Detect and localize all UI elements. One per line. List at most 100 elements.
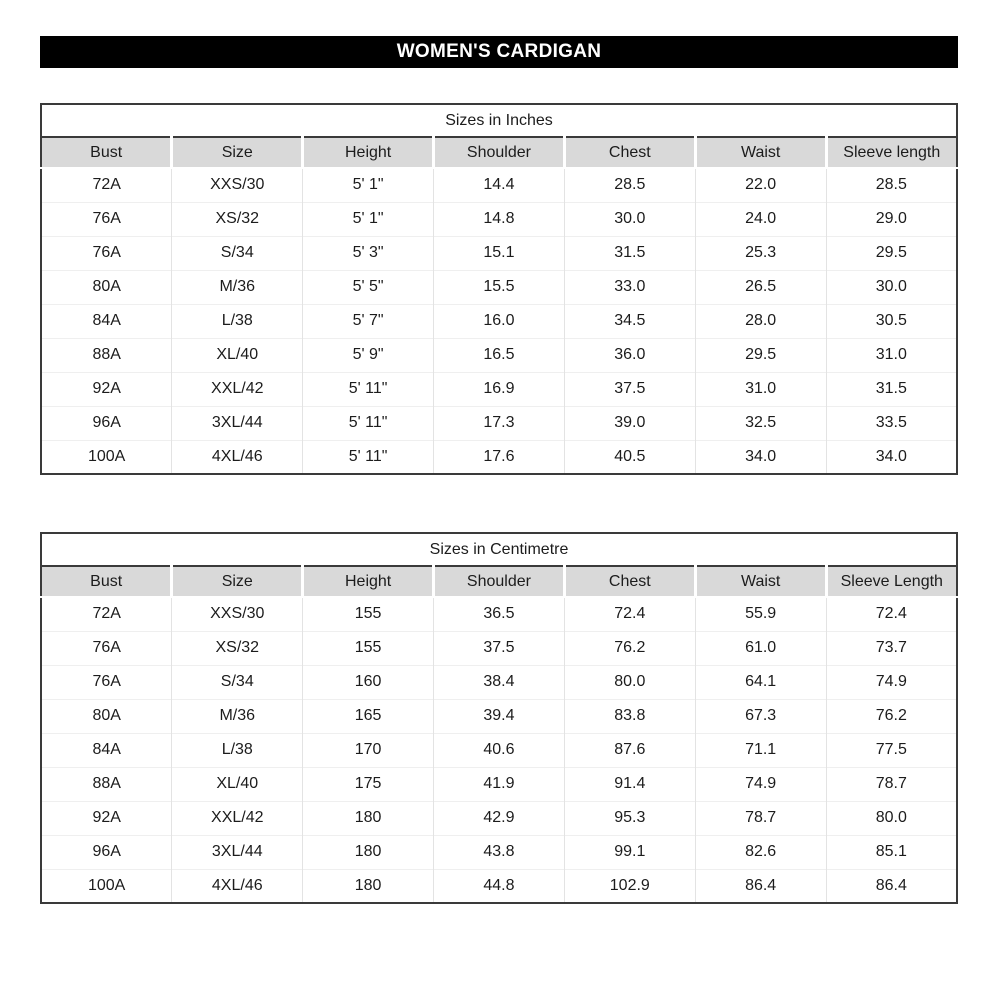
table-cell: 180 bbox=[302, 834, 434, 869]
table-cell: 16.9 bbox=[433, 371, 565, 406]
table-cell: 96A bbox=[41, 405, 172, 440]
table-cell: 99.1 bbox=[563, 834, 696, 869]
table-cell: 87.6 bbox=[563, 732, 696, 767]
table-cell: 71.1 bbox=[694, 732, 827, 767]
table-cell: 74.9 bbox=[825, 664, 957, 699]
sizes-in-centimetre-grid: Sizes in Centimetre Bust Size Height Shoulde… bbox=[40, 532, 958, 904]
table-cell: 44.8 bbox=[433, 868, 565, 903]
table-cell: 36.5 bbox=[433, 596, 565, 631]
table-cell: 40.5 bbox=[563, 439, 696, 474]
table-cell: 28.5 bbox=[825, 167, 957, 202]
page-title-banner: WOMEN'S CARDIGAN bbox=[40, 36, 958, 68]
table-cell: 28.0 bbox=[694, 303, 827, 338]
table-cell: 76A bbox=[41, 201, 172, 236]
table-cell: 5' 11" bbox=[302, 371, 434, 406]
table-cell: 34.0 bbox=[694, 439, 827, 474]
table-cell: 40.6 bbox=[433, 732, 565, 767]
table-cell: 5' 9" bbox=[302, 337, 434, 372]
column-header: Size bbox=[170, 137, 303, 169]
table-row: 84A L/38 170 40.6 87.6 71.1 77.5 bbox=[41, 732, 957, 767]
column-header: Bust bbox=[41, 137, 172, 169]
table-cell: 76.2 bbox=[563, 630, 696, 665]
page-title: WOMEN'S CARDIGAN bbox=[396, 41, 602, 62]
column-header: Waist bbox=[693, 566, 827, 598]
table-cell: 92A bbox=[41, 371, 172, 406]
table-cell: XL/40 bbox=[171, 766, 303, 801]
table-title-row: Sizes in Centimetre bbox=[41, 533, 957, 567]
table-cell: 80.0 bbox=[825, 800, 957, 835]
column-header: Sleeve Length bbox=[824, 566, 957, 598]
table-cell: XL/40 bbox=[171, 337, 303, 372]
table-cell: 31.5 bbox=[563, 235, 696, 270]
table-row: 72A XXS/30 155 36.5 72.4 55.9 72.4 bbox=[41, 596, 957, 631]
table-cell: 34.5 bbox=[563, 303, 696, 338]
table-cell: 17.6 bbox=[433, 439, 565, 474]
table-cell: XXS/30 bbox=[171, 167, 303, 202]
table-row: 76A XS/32 155 37.5 76.2 61.0 73.7 bbox=[41, 630, 957, 665]
table-cell: 80A bbox=[41, 698, 172, 733]
table-cell: 73.7 bbox=[825, 630, 957, 665]
column-header: Height bbox=[301, 137, 434, 169]
table-cell: 76A bbox=[41, 235, 172, 270]
table-cell: 76A bbox=[41, 630, 172, 665]
table-cell: M/36 bbox=[171, 269, 303, 304]
table-cell: L/38 bbox=[171, 303, 303, 338]
table-cell: 155 bbox=[302, 596, 434, 631]
table-cell: 72A bbox=[41, 596, 172, 631]
table-cell: S/34 bbox=[171, 235, 303, 270]
sizes-in-centimetre-table: Sizes in Centimetre Bust Size Height Shoulde… bbox=[40, 532, 958, 904]
table-cell: 5' 11" bbox=[302, 439, 434, 474]
column-header: Chest bbox=[562, 137, 696, 169]
table-cell: 82.6 bbox=[694, 834, 827, 869]
table-cell: 86.4 bbox=[825, 868, 957, 903]
table-title-row: Sizes in Inches bbox=[41, 104, 957, 138]
table-cell: 78.7 bbox=[694, 800, 827, 835]
table-cell: M/36 bbox=[171, 698, 303, 733]
table-cell: 72.4 bbox=[563, 596, 696, 631]
table-row: 76A XS/32 5' 1" 14.8 30.0 24.0 29.0 bbox=[41, 201, 957, 236]
sizes-in-inches-table: Sizes in Inches Bust Size Height Shoulder Che… bbox=[40, 103, 958, 475]
table-cell: 42.9 bbox=[433, 800, 565, 835]
table-cell: 92A bbox=[41, 800, 172, 835]
table-cell: XS/32 bbox=[171, 201, 303, 236]
table-cell: 36.0 bbox=[563, 337, 696, 372]
table-row: 88A XL/40 175 41.9 91.4 74.9 78.7 bbox=[41, 766, 957, 801]
table-cell: 3XL/44 bbox=[171, 834, 303, 869]
table-cell: 30.0 bbox=[825, 269, 957, 304]
table-cell: 28.5 bbox=[563, 167, 696, 202]
table-title: Sizes in Centimetre bbox=[41, 533, 957, 567]
table-cell: 170 bbox=[302, 732, 434, 767]
table-cell: 74.9 bbox=[694, 766, 827, 801]
table-cell: 15.5 bbox=[433, 269, 565, 304]
table-cell: 31.0 bbox=[825, 337, 957, 372]
table-cell: 33.0 bbox=[563, 269, 696, 304]
table-row: 84A L/38 5' 7" 16.0 34.5 28.0 30.5 bbox=[41, 303, 957, 338]
sizes-in-inches-grid: Sizes in Inches Bust Size Height Shoulder Che… bbox=[40, 103, 958, 475]
table-cell: 175 bbox=[302, 766, 434, 801]
table-cell: XXL/42 bbox=[171, 800, 303, 835]
table-cell: 83.8 bbox=[563, 698, 696, 733]
table-cell: 34.0 bbox=[825, 439, 957, 474]
table-row: 80A M/36 5' 5" 15.5 33.0 26.5 30.0 bbox=[41, 269, 957, 304]
table-cell: 5' 5" bbox=[302, 269, 434, 304]
table-cell: 5' 3" bbox=[302, 235, 434, 270]
table-cell: 17.3 bbox=[433, 405, 565, 440]
table-cell: 91.4 bbox=[563, 766, 696, 801]
table-cell: 30.5 bbox=[825, 303, 957, 338]
table-cell: 80.0 bbox=[563, 664, 696, 699]
table-cell: 76.2 bbox=[825, 698, 957, 733]
table-cell: 37.5 bbox=[433, 630, 565, 665]
table-row: 80A M/36 165 39.4 83.8 67.3 76.2 bbox=[41, 698, 957, 733]
table-cell: 78.7 bbox=[825, 766, 957, 801]
column-header: Waist bbox=[693, 137, 827, 169]
table-cell: 16.0 bbox=[433, 303, 565, 338]
table-row: 96A 3XL/44 180 43.8 99.1 82.6 85.1 bbox=[41, 834, 957, 869]
table-cell: 100A bbox=[41, 439, 172, 474]
table-row: 96A 3XL/44 5' 11" 17.3 39.0 32.5 33.5 bbox=[41, 405, 957, 440]
table-cell: 67.3 bbox=[694, 698, 827, 733]
table-cell: 15.1 bbox=[433, 235, 565, 270]
table-cell: 55.9 bbox=[694, 596, 827, 631]
table-title: Sizes in Inches bbox=[41, 104, 957, 138]
table-row: 76A S/34 5' 3" 15.1 31.5 25.3 29.5 bbox=[41, 235, 957, 270]
table-cell: L/38 bbox=[171, 732, 303, 767]
